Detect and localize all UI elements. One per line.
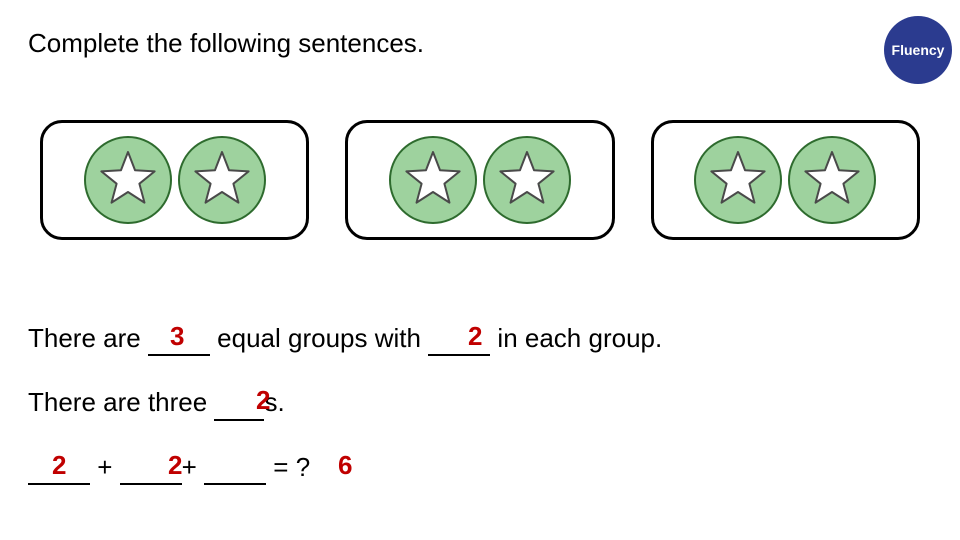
star-icon — [482, 135, 572, 225]
s2-blank1[interactable] — [214, 393, 264, 420]
s1-post: in each group. — [490, 323, 662, 353]
sentence-2: There are three s. 2 — [28, 384, 932, 420]
s3-blank3[interactable] — [204, 458, 266, 485]
groups-row — [40, 120, 920, 240]
s3-plus1: + — [90, 452, 120, 482]
star-icon — [693, 135, 783, 225]
s3-plus2: + — [182, 452, 204, 482]
s3-result-answer: 6 — [338, 447, 352, 483]
star-icon — [83, 135, 173, 225]
s1-pre: There are — [28, 323, 148, 353]
fluency-badge: Fluency — [884, 16, 952, 84]
group-box — [651, 120, 920, 240]
s1-blank1[interactable] — [148, 329, 210, 356]
star-icon — [388, 135, 478, 225]
s1-mid: equal groups with — [210, 323, 428, 353]
sentence-3: + + = ? 2 2 6 — [28, 449, 932, 485]
star-icon — [177, 135, 267, 225]
group-box — [345, 120, 614, 240]
s1-blank2[interactable] — [428, 329, 490, 356]
s2-suffix: s. — [264, 387, 284, 417]
instruction-text: Complete the following sentences. — [28, 28, 424, 59]
s2-pre: There are three — [28, 387, 214, 417]
sentences-block: There are equal groups with in each grou… — [28, 320, 932, 513]
group-box — [40, 120, 309, 240]
s3-blank2[interactable] — [120, 458, 182, 485]
fluency-badge-label: Fluency — [892, 42, 945, 58]
s3-blank1[interactable] — [28, 458, 90, 485]
s3-eq: = — [266, 452, 296, 482]
sentence-1: There are equal groups with in each grou… — [28, 320, 932, 356]
star-icon — [787, 135, 877, 225]
s3-result-placeholder: ? — [296, 452, 310, 482]
